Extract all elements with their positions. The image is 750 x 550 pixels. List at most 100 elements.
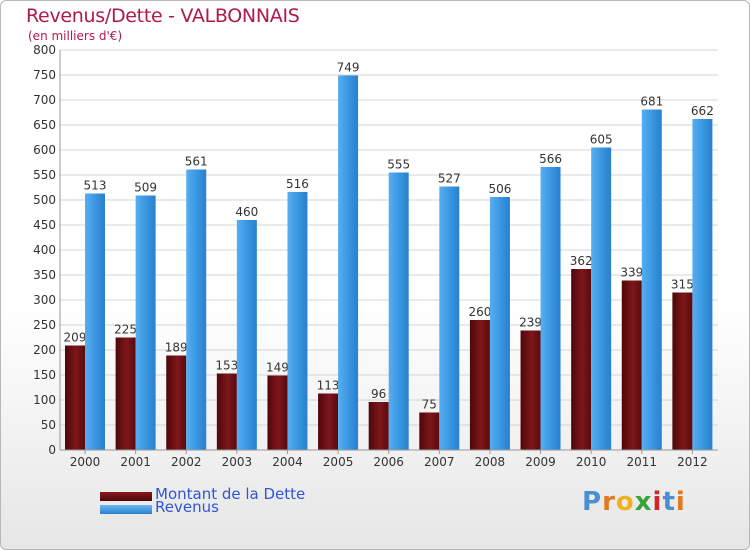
bar-revenus (388, 172, 409, 450)
bar-dette (520, 330, 541, 450)
bar-revenus (85, 193, 105, 450)
bar-dette (166, 355, 187, 450)
x-axis: 2000 2001 2002 2003 2004 2005 2006 2007 2008 2009… (60, 449, 718, 469)
data-label-dette: 149 (266, 361, 289, 375)
y-tick-label: 700 (33, 93, 56, 107)
data-label-revenus: 460 (235, 205, 258, 219)
data-label-dette: 153 (215, 359, 238, 373)
data-label-revenus: 561 (185, 155, 208, 169)
x-tick-label: 2000 (70, 455, 101, 469)
logo-letter: r (602, 487, 616, 517)
data-label-revenus: 681 (640, 95, 663, 109)
bar-revenus (287, 192, 308, 450)
bar-revenus (135, 195, 156, 450)
bar-revenus (692, 119, 713, 450)
data-label-dette: 225 (114, 323, 137, 337)
legend-label-revenus: Revenus (155, 498, 219, 516)
y-tick-label: 0 (48, 443, 56, 457)
logo-letter: x (634, 487, 653, 517)
x-tick-label: 2003 (222, 455, 253, 469)
bar-dette (672, 292, 693, 450)
data-label-dette: 189 (165, 341, 188, 355)
data-label-dette: 113 (317, 379, 340, 393)
legend-swatch-revenus (100, 505, 152, 514)
y-tick-label: 150 (33, 368, 56, 382)
x-tick-label: 2011 (626, 455, 657, 469)
data-label-dette: 209 (64, 331, 87, 345)
bar-revenus (186, 169, 207, 450)
x-tick-label: 2008 (475, 455, 506, 469)
logo-letter: i (652, 487, 663, 517)
y-tick-label: 650 (33, 118, 56, 132)
data-label-dette: 260 (468, 305, 491, 319)
bar-dette (216, 373, 237, 450)
data-label-revenus: 555 (387, 158, 410, 172)
x-tick-label: 2001 (120, 455, 151, 469)
logo-letter: o (615, 487, 635, 517)
bar-revenus (439, 186, 460, 450)
x-tick-label: 2006 (373, 455, 404, 469)
logo-letter: i (675, 487, 686, 517)
data-label-revenus: 527 (438, 172, 461, 186)
bar-revenus (540, 167, 561, 450)
data-label-revenus: 509 (134, 181, 157, 195)
data-label-revenus: 516 (286, 177, 309, 191)
data-label-dette: 315 (671, 278, 694, 292)
y-tick-label: 750 (33, 68, 56, 82)
y-tick-label: 50 (41, 418, 56, 432)
bar-dette (368, 402, 389, 450)
data-label-dette: 362 (570, 254, 593, 268)
y-tick-label: 800 (33, 43, 56, 57)
y-tick-label: 200 (33, 343, 56, 357)
bar-revenus (338, 75, 359, 450)
y-tick-label: 250 (33, 318, 56, 332)
data-label-revenus: 749 (337, 61, 360, 75)
proxiti-logo: Proxiti (582, 487, 686, 517)
bar-dette (469, 320, 490, 450)
logo-letter: P (582, 487, 603, 517)
data-label-revenus: 662 (691, 104, 714, 118)
x-tick-label: 2009 (525, 455, 556, 469)
bar-revenus (236, 220, 257, 450)
y-tick-label: 600 (33, 143, 56, 157)
bar-dette (115, 337, 136, 450)
chart-subtitle: (en milliers d'€) (28, 29, 123, 43)
data-label-revenus: 506 (488, 182, 511, 196)
legend-label-dette: Montant de la Dette (155, 485, 306, 503)
data-label-dette: 96 (371, 387, 386, 401)
bar-dette (419, 412, 440, 450)
y-tick-label: 300 (33, 293, 56, 307)
x-tick-label: 2010 (576, 455, 607, 469)
bar-dette (65, 345, 85, 450)
bar-revenus (591, 147, 612, 450)
y-tick-label: 550 (33, 168, 56, 182)
x-tick-label: 2002 (171, 455, 202, 469)
bar-dette (318, 393, 339, 450)
x-tick-label: 2007 (424, 455, 455, 469)
data-label-revenus: 605 (590, 133, 613, 147)
x-tick-label: 2012 (677, 455, 708, 469)
data-label-dette: 339 (620, 266, 643, 280)
bars: 209 513 225 509 189 561 153 460 149 516 113 749 96 55… (64, 61, 714, 450)
bar-dette (621, 280, 642, 450)
logo-letter: t (662, 487, 676, 517)
bar-revenus (489, 197, 510, 450)
data-label-revenus: 513 (84, 179, 107, 193)
data-label-revenus: 566 (539, 152, 562, 166)
y-tick-label: 450 (33, 218, 56, 232)
legend-swatch-dette (100, 492, 152, 501)
data-label-dette: 75 (422, 398, 437, 412)
y-tick-label: 350 (33, 268, 56, 282)
data-label-dette: 239 (519, 316, 542, 330)
y-axis: 0 50 100 150 200 250 300 350 400 450 500 550 600 650 7… (33, 43, 61, 457)
chart-title: Revenus/Dette - VALBONNAIS (26, 5, 300, 27)
x-tick-label: 2005 (323, 455, 354, 469)
bar-dette (267, 375, 288, 450)
y-tick-label: 400 (33, 243, 56, 257)
y-tick-label: 500 (33, 193, 56, 207)
x-tick-label: 2004 (272, 455, 303, 469)
bar-dette (571, 269, 592, 450)
bar-revenus (641, 109, 662, 450)
y-tick-label: 100 (33, 393, 56, 407)
